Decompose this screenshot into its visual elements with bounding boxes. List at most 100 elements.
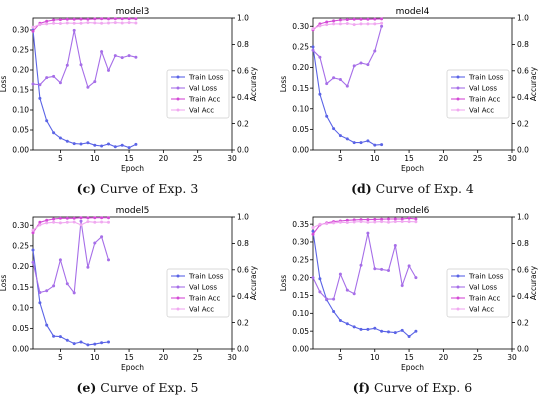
data-point-val-loss	[79, 219, 83, 223]
data-point-val-loss	[100, 235, 104, 239]
data-point-train-acc	[31, 29, 35, 33]
data-point-train-acc	[79, 17, 83, 21]
data-point-val-acc	[345, 221, 349, 224]
y2-tick-label: 0.4	[237, 93, 249, 102]
y2-tick-label: 1.0	[237, 14, 249, 23]
x-tick-label: 20	[159, 154, 169, 163]
data-point-train-loss	[400, 328, 404, 332]
data-point-val-loss	[345, 288, 349, 292]
data-point-val-acc	[345, 22, 349, 25]
data-point-val-loss	[373, 267, 377, 271]
data-point-train-acc	[58, 216, 62, 220]
legend-label: Train Acc	[468, 96, 501, 104]
legend-box	[166, 268, 230, 318]
data-point-train-loss	[352, 325, 356, 329]
data-point-val-acc	[393, 220, 397, 224]
data-point-val-loss	[359, 61, 363, 65]
data-point-train-acc	[120, 17, 124, 21]
x-tick-label: 25	[473, 353, 483, 362]
data-point-val-loss	[332, 297, 336, 301]
legend-label: Train Loss	[468, 74, 504, 82]
x-tick-label: 5	[58, 154, 63, 163]
data-point-val-loss	[380, 267, 384, 271]
data-point-val-acc	[52, 21, 56, 25]
data-point-val-loss	[65, 282, 69, 286]
data-point-val-acc	[311, 27, 315, 31]
data-point-val-acc	[100, 21, 104, 25]
data-point-val-acc	[359, 22, 363, 26]
data-point-train-loss	[93, 143, 97, 147]
data-point-val-acc	[93, 21, 97, 25]
y-tick-label: 0.00	[12, 146, 29, 155]
y-tick-label: 0.05	[12, 324, 29, 333]
data-point-val-loss	[52, 284, 56, 288]
y2-tick-label: 1.0	[517, 213, 529, 222]
data-point-val-loss	[52, 74, 56, 78]
y-tick-label: 0.15	[12, 283, 29, 292]
data-point-val-acc	[373, 22, 377, 26]
series-line-val-loss	[312, 26, 383, 88]
data-point-train-loss	[318, 277, 322, 281]
data-point-val-loss	[93, 80, 97, 84]
data-point-val-loss	[65, 63, 69, 67]
plot-frame	[312, 216, 513, 350]
data-point-train-loss	[338, 319, 342, 322]
y2-tick-label: 0.8	[517, 40, 529, 49]
data-point-train-acc	[45, 218, 49, 222]
data-point-val-acc	[366, 22, 370, 26]
data-point-train-acc	[134, 17, 138, 21]
legend-label: Val Loss	[469, 85, 497, 93]
data-point-val-acc	[65, 220, 69, 224]
data-point-val-loss	[113, 54, 117, 58]
legend-label: Train Acc	[188, 96, 221, 104]
data-point-val-loss	[345, 84, 349, 88]
y-tick-label: 0.30	[292, 238, 309, 247]
data-point-train-acc	[400, 217, 404, 221]
data-point-train-loss	[380, 329, 384, 333]
x-tick-label: 25	[193, 353, 203, 362]
data-point-train-loss	[318, 92, 322, 96]
legend-marker	[176, 296, 180, 300]
data-point-val-acc	[86, 21, 90, 25]
data-point-val-acc	[380, 21, 384, 25]
data-point-val-loss	[400, 284, 404, 287]
y2-tick-label: 0.6	[517, 67, 529, 76]
legend-marker	[176, 75, 180, 79]
legend-label: Train Loss	[468, 273, 504, 281]
data-point-train-loss	[359, 141, 363, 145]
data-point-train-acc	[338, 18, 342, 22]
data-point-val-loss	[86, 85, 90, 89]
data-point-train-loss	[373, 143, 377, 147]
data-point-train-acc	[352, 17, 356, 21]
x-axis-label: Epoch	[401, 363, 424, 372]
x-tick-label: 15	[124, 154, 134, 163]
x-tick-label: 10	[370, 353, 380, 362]
data-point-train-loss	[373, 326, 377, 330]
x-tick-label: 10	[90, 154, 100, 163]
data-point-val-acc	[79, 223, 83, 227]
chart-title: model6	[396, 206, 430, 216]
x-tick-label: 20	[439, 154, 449, 163]
data-point-val-loss	[380, 24, 384, 28]
y2-axis-label: Accuracy	[249, 265, 258, 300]
x-tick-label: 15	[124, 353, 134, 362]
x-tick-label: 30	[507, 154, 517, 163]
data-point-train-loss	[366, 327, 370, 331]
y-tick-label: 0.20	[292, 273, 309, 282]
data-point-train-loss	[352, 141, 356, 145]
data-point-train-loss	[311, 45, 315, 49]
data-point-train-acc	[393, 217, 397, 221]
legend-label: Val Acc	[189, 306, 214, 314]
legend-marker	[176, 285, 180, 289]
data-point-val-acc	[325, 23, 329, 27]
data-point-val-acc	[45, 22, 49, 26]
caption-d: (d) Curve of Exp. 4	[275, 181, 550, 196]
data-point-train-acc	[58, 18, 62, 22]
data-point-train-loss	[58, 335, 62, 339]
x-axis-label: Epoch	[121, 363, 144, 372]
data-point-train-acc	[107, 17, 110, 21]
data-point-train-loss	[414, 329, 418, 333]
data-point-val-loss	[31, 260, 35, 264]
data-point-train-loss	[107, 340, 110, 344]
legend-marker	[456, 86, 460, 90]
